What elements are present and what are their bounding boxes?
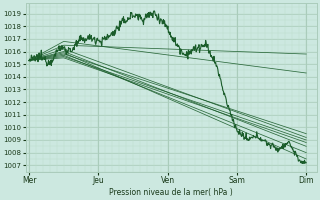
- X-axis label: Pression niveau de la mer( hPa ): Pression niveau de la mer( hPa ): [109, 188, 233, 197]
